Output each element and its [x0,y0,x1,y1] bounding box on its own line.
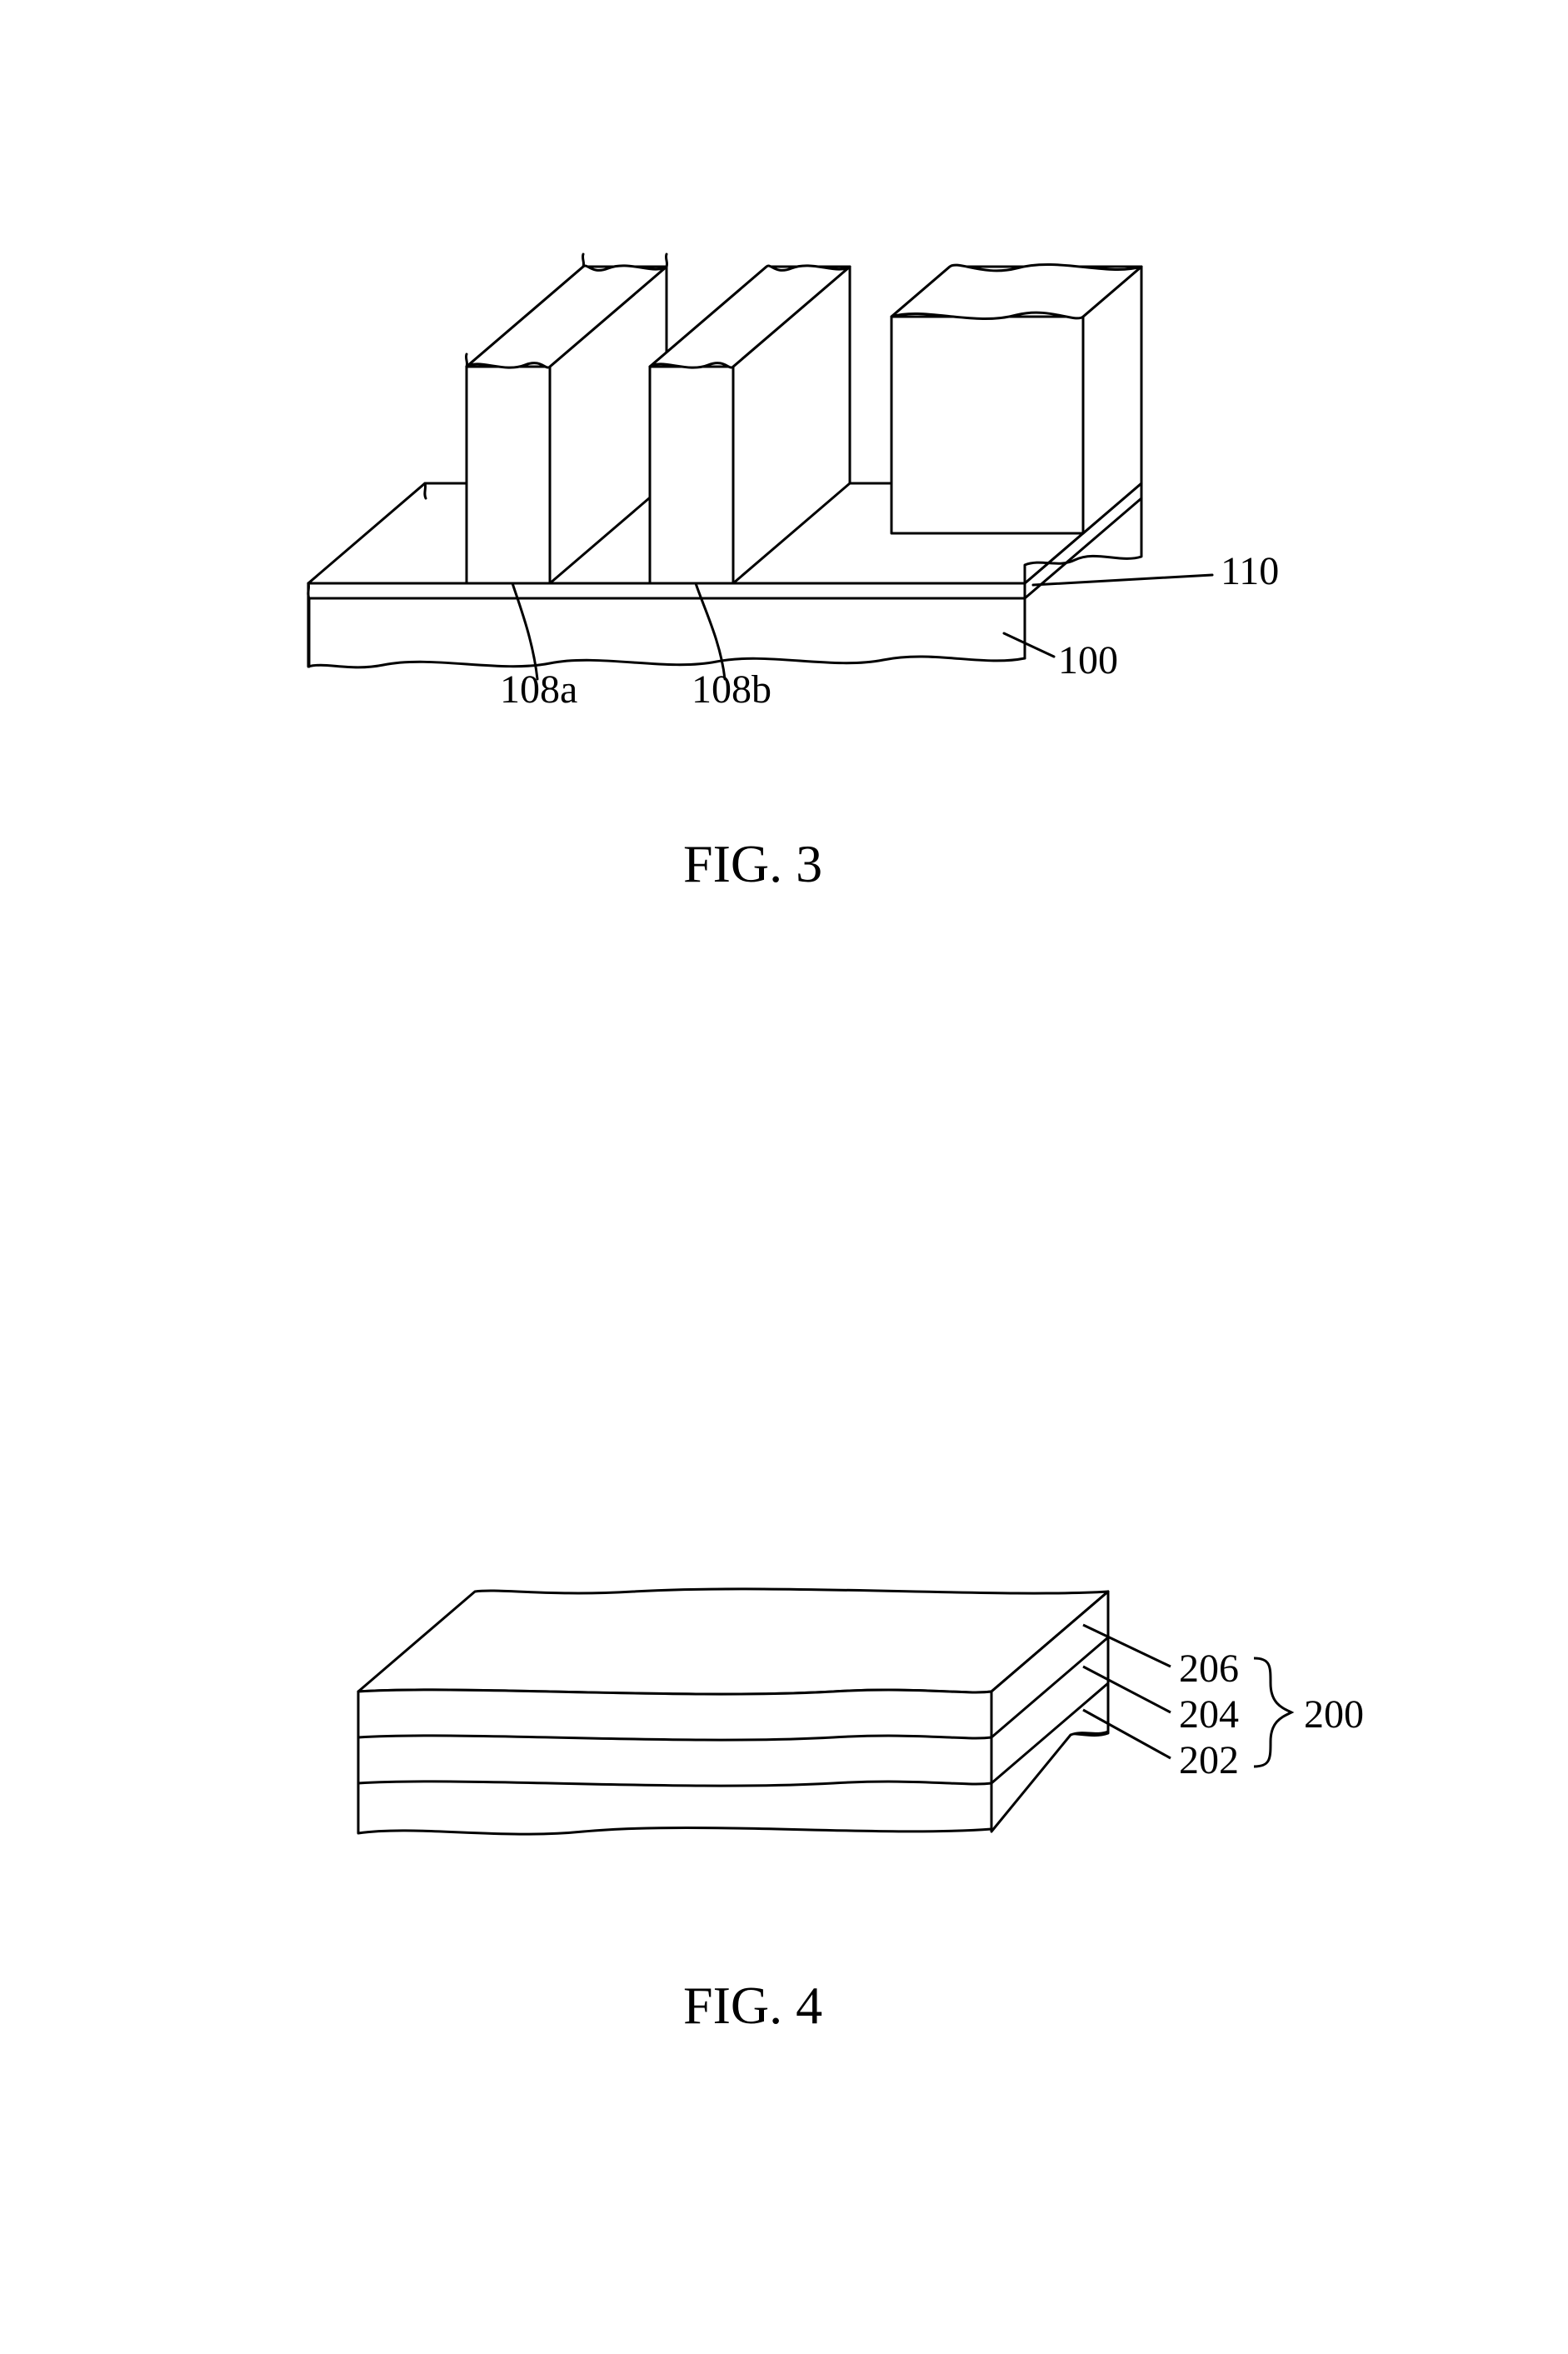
fig4-label-204: 204 [1179,1692,1239,1737]
fig4-label-206: 206 [1179,1646,1239,1692]
fig4-caption: FIG. 4 [683,1975,822,2037]
fig3-drawing [0,0,1568,917]
fig3-label-100: 100 [1058,637,1118,683]
fig4-label-202: 202 [1179,1737,1239,1783]
fig4-label-200: 200 [1304,1692,1364,1737]
fig3-label-108a: 108a [500,667,577,712]
fig3-label-108b: 108b [692,667,772,712]
fig4-drawing [0,1417,1568,2167]
fig3-caption: FIG. 3 [683,833,822,895]
fig3-label-110: 110 [1221,548,1279,594]
